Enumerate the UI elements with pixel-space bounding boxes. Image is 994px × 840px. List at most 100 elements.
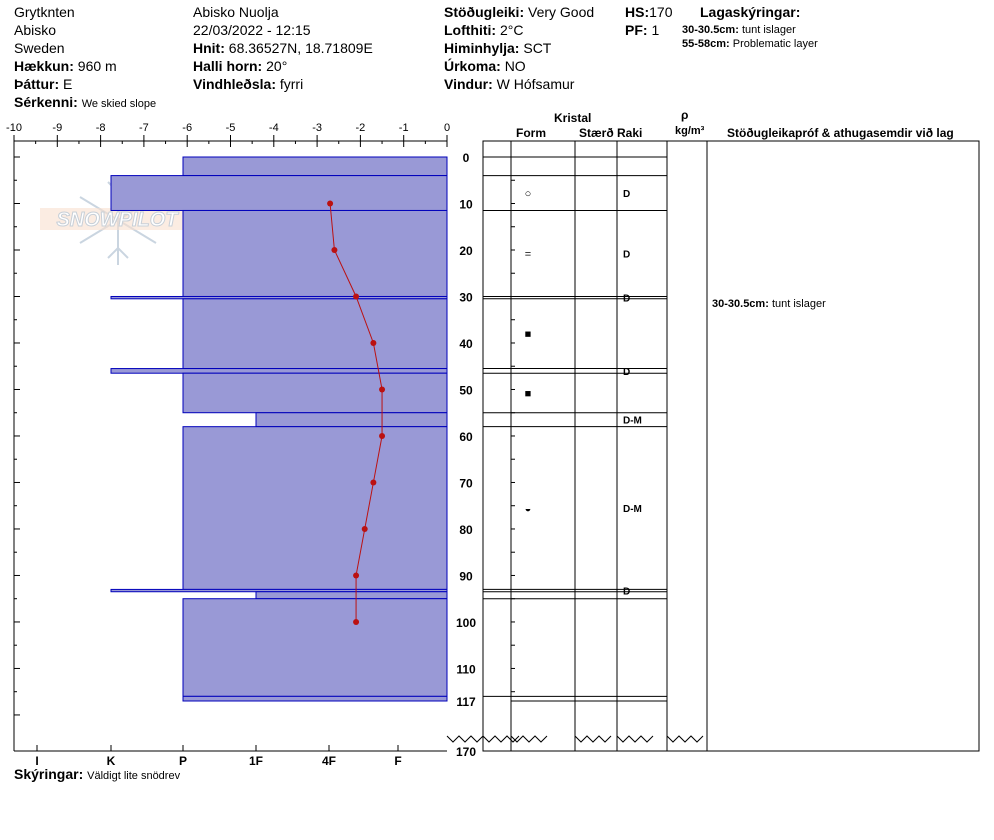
grain-table: ○ D= DD■D■D-M◒ D-MD [446,140,980,752]
coords-label: Hnit: [193,40,225,56]
crystal-header: Kristal [554,111,592,125]
slope-row: Halli horn: 20° [193,58,287,75]
depth-tick-label: 50 [459,383,473,397]
pf-value: 1 [651,22,660,38]
depth-tick-label: 10 [459,197,473,211]
layer-note-text: Problematic layer [732,38,818,50]
temperature-point [361,525,368,532]
hardness-label: P [179,754,187,768]
break-mark [616,735,654,743]
legend-label: Skýringar: [14,766,84,782]
grain-moisture: D-M [623,416,642,427]
hardness-layer-bar [182,695,448,702]
layer-note-2: 55-58cm: Problematic layer [682,37,818,51]
break-mark [446,735,484,743]
temperature-point [353,572,360,579]
hardness-layer-bar [255,412,448,428]
depth-tick-label: 117 [456,695,476,709]
grain-form-symbol: ○ [525,188,532,200]
temperature-point [331,246,338,253]
hardness-layer-bar [182,598,448,697]
pf-row: PF: 1 [625,22,659,39]
hardness-layer-bar [182,426,448,590]
break-mark [574,735,612,743]
depth-tick-label: 110 [456,662,476,676]
hs-value: 170 [649,4,673,20]
features-row: Sérkenni: We skied slope [14,94,156,113]
temperature-point [379,432,386,439]
hardness-label: F [394,754,401,768]
temperature-line [329,203,383,622]
region-name: Abisko [14,22,57,38]
break-mark [510,735,548,743]
grain-moisture: D [623,367,630,378]
grain-form-symbol: ■ [525,388,532,400]
hardness-layer-bar [110,175,448,211]
temp-tick-label: -7 [139,122,149,134]
sky-value: SCT [523,40,552,56]
layer-note-1: 30-30.5cm: tunt islager [682,23,796,37]
legend-value: Väldigt lite snödrev [87,770,181,782]
grain-form-symbol: ■ [525,329,532,341]
layer-note-range: 55-58cm: [682,38,730,50]
grain-form-symbol: = [525,248,531,260]
wind-loading-row: Vindhleðsla: fyrri [193,76,303,93]
depth-tick-label: 80 [459,523,473,537]
depth-tick-label: 60 [459,430,473,444]
elevation-row: Hækkun: 960 m [14,58,117,75]
hardness-label: K [107,754,116,768]
break-mark [666,735,704,743]
hardness-layers [110,156,448,702]
hardness-label: I [35,754,38,768]
depth-tick-label: 0 [463,151,470,165]
sky-label: Himinhylja: [444,40,520,56]
size-header: Stærð [579,126,614,140]
temp-tick-label: -10 [6,122,22,134]
hardness-layer-bar [182,156,448,177]
slope-label: Halli horn: [193,58,263,74]
aspect-value: E [63,76,73,92]
form-header: Form [516,126,546,140]
air-temp-row: Lofthiti: 2°C [444,22,523,39]
hardness-label: 4F [322,754,336,768]
temp-tick-label: 0 [444,122,450,134]
grain-moisture: D [623,189,630,200]
hardness-label: 1F [249,754,263,768]
grain-moisture: D-M [623,504,642,515]
air-temp-label: Lofthiti: [444,22,497,38]
comment-range: 30-30.5cm: [712,298,769,310]
temp-tick-label: -9 [52,122,62,134]
depth-tick-label: 30 [459,290,473,304]
wind-value: W Hófsamur [496,76,575,92]
layer-note-range: 30-30.5cm: [682,24,739,36]
grain-moisture: D [623,249,630,260]
coords-row: Hnit: 68.36527N, 18.71809E [193,40,373,57]
wind-loading-value: fyrri [279,76,304,92]
elevation-value: 960 m [77,58,117,74]
hardness-layer-bar [255,591,448,600]
depth-tick-label: 100 [456,616,476,630]
temperature-profile [327,200,386,625]
temperature-point [370,339,377,346]
observer-name: Grytknten [14,4,75,20]
air-temp-value: 2°C [499,22,524,38]
temp-tick-label: -6 [182,122,192,134]
grain-table-frame [482,140,980,752]
coords-value: 68.36527N, 18.71809E [228,40,373,56]
features-value: We skied slope [81,98,157,110]
depth-tick-label: 20 [459,244,473,258]
temp-tick-label: -3 [312,122,322,134]
hardness-layer-bar [182,209,448,297]
temp-tick-label: -4 [269,122,279,134]
watermark-text: SNOWPILOT [56,209,179,231]
temp-tick-label: -1 [399,122,409,134]
hs-row: HS:170 [625,4,672,21]
grain-form-symbol: ◒ [525,503,532,515]
aspect-label: Þáttur: [14,76,60,92]
sky-row: Himinhylja: SCT [444,40,551,57]
precip-label: Úrkoma: [444,58,501,74]
stability-value: Very Good [528,4,595,20]
temperature-point [353,293,360,300]
country-name: Sweden [14,40,65,56]
